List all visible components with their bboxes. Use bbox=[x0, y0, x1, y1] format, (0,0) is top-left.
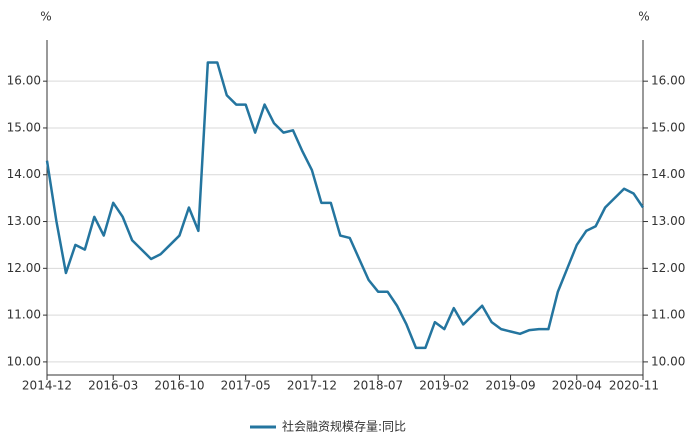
x-tick-label: 2019-02 bbox=[419, 379, 469, 393]
y2-tick-label: 12.00 bbox=[651, 261, 685, 275]
legend-label: 社会融资规模存量:同比 bbox=[282, 419, 406, 434]
y2-tick-label: 16.00 bbox=[651, 74, 685, 88]
y2-tick-label: 10.00 bbox=[651, 354, 685, 368]
x-tick-label: 2017-05 bbox=[221, 379, 271, 393]
x-tick-label: 2019-09 bbox=[485, 379, 535, 393]
y-tick-label: 11.00 bbox=[7, 308, 41, 322]
x-tick-label: 2018-07 bbox=[353, 379, 403, 393]
y2-tick-label: 14.00 bbox=[651, 167, 685, 181]
x-tick-label: 2016-10 bbox=[154, 379, 204, 393]
y2-tick-label: 13.00 bbox=[651, 214, 685, 228]
y-tick-label: 12.00 bbox=[7, 261, 41, 275]
y2-axis-unit: % bbox=[638, 10, 649, 24]
y2-tick-label: 11.00 bbox=[651, 308, 685, 322]
y-tick-label: 16.00 bbox=[7, 74, 41, 88]
y-tick-label: 15.00 bbox=[7, 120, 41, 134]
y-tick-label: 13.00 bbox=[7, 214, 41, 228]
y-tick-label: 14.00 bbox=[7, 167, 41, 181]
x-tick-label: 2014-12 bbox=[22, 379, 72, 393]
data-line bbox=[45, 61, 645, 350]
y-axis-unit: % bbox=[40, 10, 51, 24]
y-tick-label: 10.00 bbox=[7, 354, 41, 368]
y2-tick-label: 15.00 bbox=[651, 120, 685, 134]
x-tick-label: 2016-03 bbox=[88, 379, 138, 393]
x-tick-label: 2020-11 bbox=[609, 379, 659, 393]
x-tick-label: 2020-04 bbox=[552, 379, 602, 393]
x-tick-label: 2017-12 bbox=[287, 379, 337, 393]
